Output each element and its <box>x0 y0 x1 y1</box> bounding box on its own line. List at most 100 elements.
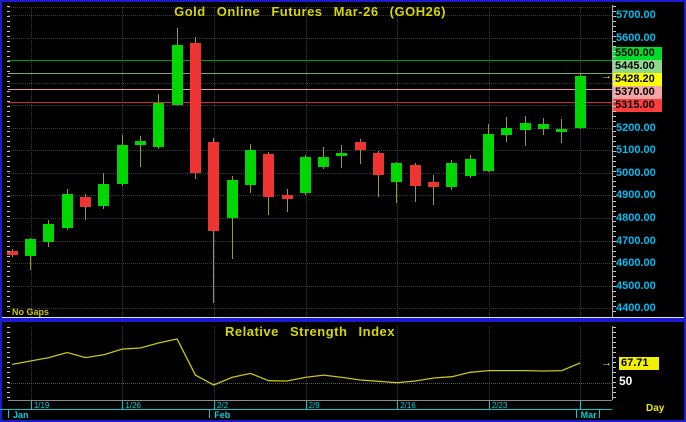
rsi-last-value-tag: 67.71 <box>619 357 659 370</box>
gridline-h <box>8 217 612 219</box>
candle-wick <box>84 194 86 220</box>
gridline-v <box>397 7 399 317</box>
price-axis-label: 4700.00 <box>616 234 656 247</box>
gridline-h <box>8 195 612 197</box>
candle <box>464 159 476 177</box>
rsi-axis-line <box>612 326 613 400</box>
price-axis-label: 5000.00 <box>616 166 656 179</box>
price-axis-label: 5600.00 <box>616 31 656 44</box>
no-gaps-annotation: No Gaps <box>12 307 50 317</box>
candle <box>189 42 201 173</box>
candle-wick <box>433 175 435 205</box>
price-axis-label: 5200.00 <box>616 121 656 134</box>
candle-wick <box>524 116 526 146</box>
candle <box>208 141 220 232</box>
candle <box>519 123 531 130</box>
main-left-ruler <box>7 6 10 316</box>
last-price-arrow-icon: → <box>601 70 612 82</box>
rsi-gridline-v <box>122 327 124 400</box>
week-label: 2/16 <box>400 401 416 410</box>
week-label: 2/9 <box>308 401 320 410</box>
gridline-h <box>8 150 612 152</box>
week-label: 2/2 <box>217 401 229 410</box>
gridline-h <box>8 105 612 107</box>
gridline-h <box>8 263 612 265</box>
price-tag: 5370.00 <box>613 86 662 99</box>
price-axis-label: 5100.00 <box>616 144 656 157</box>
month-tick <box>209 409 211 418</box>
date-axis-line <box>0 409 612 410</box>
gridline-h <box>8 37 612 39</box>
candle <box>281 195 293 199</box>
level-line <box>8 72 612 74</box>
candle <box>318 157 330 168</box>
rsi-gridline-v <box>30 327 32 400</box>
main-plot-area[interactable] <box>8 5 612 317</box>
main-chart-panel <box>0 0 686 320</box>
rsi-panel <box>0 320 686 422</box>
candle-wick <box>139 136 141 167</box>
candle <box>428 181 440 188</box>
month-tick <box>599 409 600 418</box>
rsi-plot-area[interactable] <box>8 326 612 400</box>
month-label: Jan <box>13 410 29 420</box>
month-label: Mar <box>580 410 597 420</box>
candle <box>446 162 458 188</box>
candle <box>409 164 421 187</box>
price-axis-label: 4400.00 <box>616 302 656 315</box>
rsi-left-ruler <box>7 327 10 400</box>
price-tag: 5445.00 <box>613 60 662 73</box>
price-axis-label: 4900.00 <box>616 189 656 202</box>
week-label: 2/23 <box>491 401 508 410</box>
candle <box>556 129 568 133</box>
rsi-50-level-label: 50 <box>619 374 633 388</box>
week-label: 1/19 <box>33 401 50 410</box>
gridline-h <box>8 240 612 242</box>
week-tick <box>30 400 32 409</box>
main-price-axis-line <box>612 5 613 317</box>
month-label: Feb <box>214 410 231 420</box>
price-axis-label: 4500.00 <box>616 279 656 292</box>
week-label: 1/26 <box>125 401 141 410</box>
chart-title: Gold Online Futures Mar-26 (GOH26) <box>174 4 446 19</box>
candle <box>116 144 128 184</box>
rsi-gridline-v <box>214 327 216 400</box>
week-tick <box>580 400 582 409</box>
price-tag: 5500.00 <box>613 47 662 60</box>
rsi-title: Relative Strength Index <box>225 324 395 339</box>
price-tag: 5315.00 <box>613 99 662 112</box>
level-line <box>8 60 612 62</box>
week-tick <box>122 400 124 409</box>
candle <box>537 124 549 130</box>
rsi-bottom-axis-line <box>8 400 612 401</box>
rsi-line <box>12 338 581 386</box>
candle <box>483 134 495 171</box>
period-day-label: Day <box>646 403 665 414</box>
candle <box>25 239 37 257</box>
price-tag: 5428.20 <box>613 73 662 86</box>
candle-wick <box>341 144 343 169</box>
candle <box>263 153 275 197</box>
rsi-last-value-arrow-icon: → <box>601 357 612 369</box>
candle <box>43 223 55 242</box>
candle <box>98 183 110 206</box>
level-line <box>8 89 612 91</box>
gridline-h <box>8 15 612 16</box>
candle <box>501 127 513 135</box>
gridline-h <box>8 308 612 310</box>
candle <box>373 152 385 176</box>
candle <box>6 250 18 256</box>
gridline-h <box>8 7 612 8</box>
rsi-right-ticks <box>613 327 616 400</box>
candle <box>244 150 256 186</box>
candle-wick <box>359 139 361 164</box>
rsi-gridline-v <box>305 327 307 400</box>
week-tick <box>214 400 216 409</box>
candle <box>226 179 238 218</box>
level-line <box>8 101 612 103</box>
candle <box>171 44 183 105</box>
candle <box>354 142 366 151</box>
candle <box>79 196 91 207</box>
candle-wick <box>286 188 288 213</box>
